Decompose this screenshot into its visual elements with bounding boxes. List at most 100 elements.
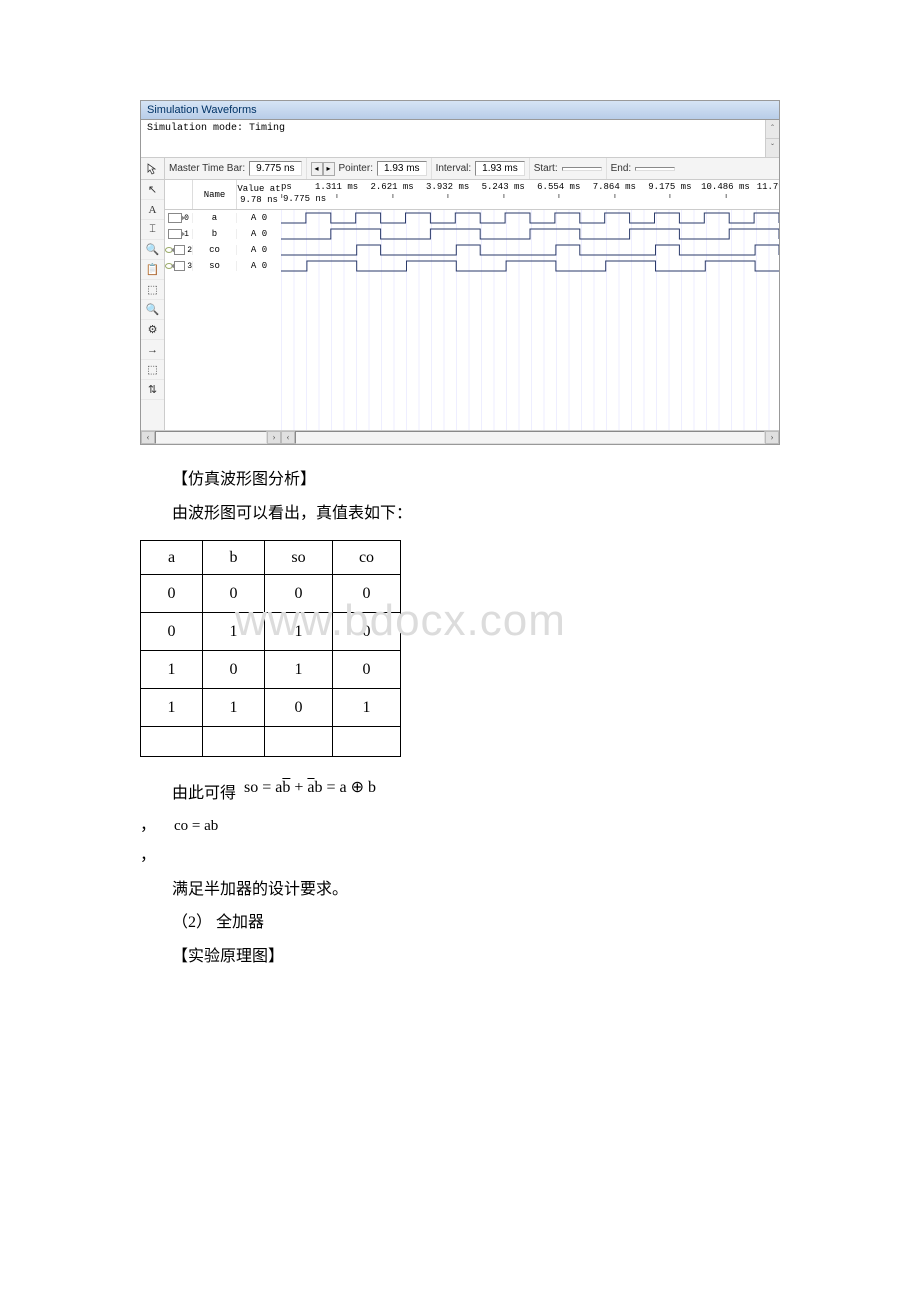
signal-row[interactable]: 0aA 0 [165,210,281,226]
scroll-right-button[interactable]: › [267,431,281,444]
table-cell: 0 [203,575,265,613]
pointer-label: Pointer: [339,163,373,174]
satisfies-line: 满足半加器的设计要求。 [140,873,800,907]
canvas-scroll-right-button[interactable]: › [765,431,779,444]
time-ruler: 9.775 ns 0 ps1.311 ms2.621 ms3.932 ms5.2… [281,180,779,210]
signal-name: co [193,245,237,255]
time-tick: 2.621 ms [371,182,414,192]
waveform-canvas[interactable]: 9.775 ns 0 ps1.311 ms2.621 ms3.932 ms5.2… [281,180,779,430]
table-header-row: a b so co [141,541,401,575]
formula-co: co = ab [174,818,218,834]
signal-name: so [193,261,237,271]
waveform-trace [281,258,779,274]
table-cell: 0 [333,575,401,613]
table-cell: 1 [265,651,333,689]
table-cell: 1 [203,689,265,727]
table-row: 0110 [141,613,401,651]
time-header-bar: Master Time Bar: 9.775 ns ◂▸ Pointer: 1.… [141,158,779,180]
cursor-time-label: 9.775 ns [283,194,326,204]
truth-table-intro: 由波形图可以看出，真值表如下： [140,497,800,531]
end-value [635,167,675,171]
signal-value-header: Value at 9.78 ns [237,180,281,209]
signal-value: A 0 [237,245,281,255]
tool-button-9[interactable]: ⬚ [141,360,164,380]
signal-value: A 0 [237,261,281,271]
canvas-scroll-left-button[interactable]: ‹ [281,431,295,444]
start-label: Start: [534,163,558,174]
full-adder-heading: （2） 全加器 [140,906,800,940]
signal-list: Name Value at 9.78 ns 0aA 01bA 02coA 03s… [165,180,281,430]
formula-so-row: 由此可得 so = ab + ab = a ⊕ b [140,779,800,803]
formula-co-row: ， co = ab [140,811,800,835]
scroll-track[interactable] [155,431,267,444]
tool-button-0[interactable]: ↖ [141,180,164,200]
analysis-heading: 【仿真波形图分析】 [140,463,800,497]
table-cell: 1 [141,689,203,727]
canvas-scroll-track[interactable] [295,431,765,444]
time-tick: 1.311 ms [315,182,358,192]
tool-button-1[interactable]: A [141,200,164,220]
interval-value: 1.93 ms [475,161,525,176]
tool-button-6[interactable]: 🔍 [141,300,164,320]
scroll-arrows: ˆ ˇ [765,120,779,158]
waveform-trace [281,242,779,258]
col-header-co: co [333,541,401,575]
schematic-heading: 【实验原理图】 [140,940,800,974]
pointer-cell: ◂▸ Pointer: 1.93 ms [307,158,432,179]
tool-button-8[interactable]: → [141,340,164,360]
signal-row[interactable]: 1bA 0 [165,226,281,242]
conclude-prefix: 由此可得 [140,779,236,803]
tool-button-5[interactable]: ⬚ [141,280,164,300]
table-row: 1010 [141,651,401,689]
time-tick: 7.864 ms [593,182,636,192]
table-row: 1101 [141,689,401,727]
cursor-tool-icon[interactable] [141,158,165,179]
tool-button-4[interactable]: 📋 [141,260,164,280]
time-tick: 0 ps [281,182,292,192]
pointer-arrows-icon[interactable]: ◂▸ [311,162,335,176]
table-cell: 0 [333,651,401,689]
signal-value: A 0 [237,213,281,223]
value-at-label: Value at [237,184,280,195]
tool-button-3[interactable]: 🔍 [141,240,164,260]
waveform-trace [281,210,779,226]
value-at-time: 9.78 ns [240,195,278,206]
signal-list-hscroll[interactable]: ‹ › [141,431,281,444]
end-cell: End: [607,158,680,179]
scroll-up-button[interactable]: ˆ [765,120,779,139]
subtitle-row: Simulation mode: Timing ˆ ˇ [141,120,779,158]
scroll-left-button[interactable]: ‹ [141,431,155,444]
signal-pin-icon: 3 [165,261,193,271]
formula-so: so = ab + ab = a ⊕ b [244,777,376,797]
document-text-2: 满足半加器的设计要求。 （2） 全加器 【实验原理图】 [140,873,800,974]
tool-button-7[interactable]: ⚙ [141,320,164,340]
tool-button-2[interactable]: ⌶ [141,220,164,240]
signal-row[interactable]: 2coA 0 [165,242,281,258]
simulation-waveform-window: Simulation Waveforms Simulation mode: Ti… [140,100,780,445]
table-row-empty [141,727,401,757]
table-cell: 0 [333,613,401,651]
signal-value: A 0 [237,229,281,239]
time-tick: 11.796 ms [757,182,779,192]
signal-name: b [193,229,237,239]
time-tick: 6.554 ms [537,182,580,192]
master-time-bar-value: 9.775 ns [249,161,301,176]
pointer-value: 1.93 ms [377,161,427,176]
truth-table: a b so co 0000011010101101 [140,540,401,757]
tool-button-10[interactable]: ⇅ [141,380,164,400]
col-header-b: b [203,541,265,575]
waveform-body: ↖A⌶🔍📋⬚🔍⚙→⬚⇅ Name Value at 9.78 ns 0aA 01… [141,180,779,430]
interval-label: Interval: [436,163,472,174]
scroll-down-button[interactable]: ˇ [765,139,779,158]
table-cell: 1 [333,689,401,727]
table-cell: 0 [203,651,265,689]
canvas-hscroll[interactable]: ‹ › [281,431,779,444]
signal-row[interactable]: 3soA 0 [165,258,281,274]
master-time-bar-label: Master Time Bar: [169,163,245,174]
signal-pin-icon: 2 [165,245,193,255]
window-title: Simulation Waveforms [141,101,779,120]
table-cell: 0 [265,689,333,727]
document-text: 【仿真波形图分析】 由波形图可以看出，真值表如下： [140,463,800,530]
interval-cell: Interval: 1.93 ms [432,158,530,179]
time-tick: 10.486 ms [701,182,750,192]
